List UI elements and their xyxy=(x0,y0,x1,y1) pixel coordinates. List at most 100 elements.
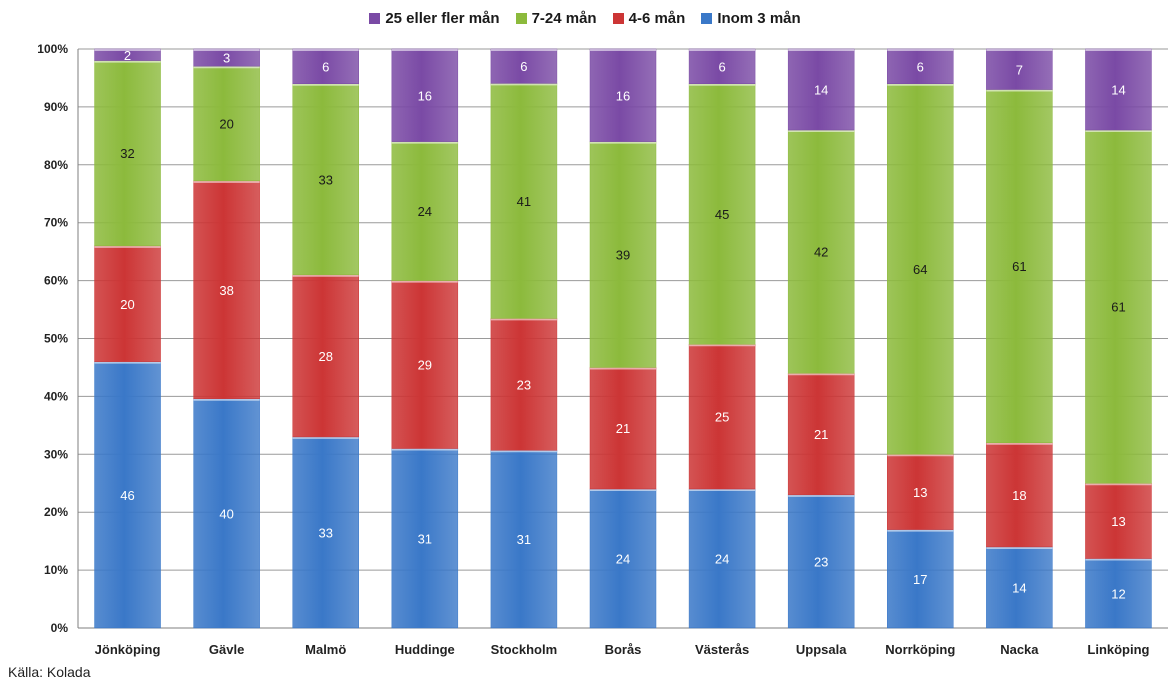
bar-segment xyxy=(490,83,558,319)
y-tick-label: 80% xyxy=(44,158,68,172)
data-label: 21 xyxy=(814,427,828,442)
x-tick-label: Linköping xyxy=(1087,642,1149,657)
data-label: 46 xyxy=(120,488,134,503)
data-label: 33 xyxy=(318,525,332,540)
x-tick-label: Norrköping xyxy=(885,642,955,657)
data-label: 24 xyxy=(418,204,432,219)
data-label: 16 xyxy=(418,88,432,103)
data-label: 3 xyxy=(223,51,230,66)
data-label: 28 xyxy=(318,349,332,364)
legend-swatch xyxy=(701,13,713,24)
y-tick-label: 60% xyxy=(44,274,68,288)
data-label: 6 xyxy=(917,59,924,74)
bar-segment xyxy=(292,48,359,84)
data-label: 7 xyxy=(1016,62,1023,77)
data-label: 2 xyxy=(124,48,131,63)
bar-segment xyxy=(193,180,260,399)
data-label: 31 xyxy=(517,532,531,547)
bar-segment xyxy=(887,529,954,629)
data-label: 14 xyxy=(1111,83,1125,98)
y-tick-label: 90% xyxy=(44,100,68,114)
legend-item: 4-6 mån xyxy=(612,10,686,27)
bar-segment xyxy=(490,450,558,629)
data-label: 61 xyxy=(1111,300,1125,315)
data-label: 24 xyxy=(715,552,729,567)
bar-segment xyxy=(887,454,954,530)
x-tick-label: Huddinge xyxy=(395,642,455,657)
legend-swatch xyxy=(612,13,624,24)
bar-segment xyxy=(391,448,459,629)
data-label: 32 xyxy=(120,146,134,161)
data-label: 61 xyxy=(1012,259,1026,274)
bar-segment xyxy=(787,494,855,629)
bar-segment xyxy=(94,245,161,362)
x-tick-label: Jönköping xyxy=(95,642,161,657)
data-label: 40 xyxy=(219,506,233,521)
y-tick-label: 50% xyxy=(44,332,68,346)
data-label: 14 xyxy=(814,83,828,98)
data-label: 6 xyxy=(520,59,527,74)
data-label: 29 xyxy=(418,358,432,373)
legend-label: 4-6 mån xyxy=(628,10,686,27)
data-label: 17 xyxy=(913,572,927,587)
legend: 25 eller fler mån 7-24 mån 4-6 mån Inom 3 m… xyxy=(0,10,1170,27)
data-label: 18 xyxy=(1012,488,1026,503)
data-label: 13 xyxy=(1111,514,1125,529)
bar-segment xyxy=(1085,483,1152,559)
data-label: 64 xyxy=(913,262,927,277)
data-label: 38 xyxy=(219,283,233,298)
bar-segment xyxy=(589,48,657,142)
bar-segment xyxy=(193,65,260,182)
y-tick-label: 40% xyxy=(44,389,68,403)
bar-segment xyxy=(490,318,558,451)
bar-segment xyxy=(391,280,459,449)
legend-item: Inom 3 mån xyxy=(701,10,801,27)
data-label: 23 xyxy=(517,377,531,392)
bar-segment xyxy=(986,48,1053,90)
legend-item: 25 eller fler mån xyxy=(369,10,500,27)
bar-segment xyxy=(193,398,260,629)
bar-segment xyxy=(94,361,161,629)
y-tick-label: 20% xyxy=(44,505,68,519)
x-tick-label: Gävle xyxy=(209,642,244,657)
bar-segment xyxy=(94,60,161,247)
data-label: 39 xyxy=(616,248,630,263)
bar-segment xyxy=(688,48,756,84)
bar-segment xyxy=(589,141,657,368)
legend-label: 7-24 mån xyxy=(531,10,597,27)
data-label: 14 xyxy=(1012,580,1026,595)
bar-segment xyxy=(391,141,459,281)
bar-segment xyxy=(292,274,359,438)
bar-segment xyxy=(292,83,359,276)
data-label: 6 xyxy=(718,59,725,74)
data-label: 23 xyxy=(814,554,828,569)
bar-segment xyxy=(688,83,756,345)
data-label: 13 xyxy=(913,485,927,500)
y-tick-label: 30% xyxy=(44,447,68,461)
data-label: 25 xyxy=(715,410,729,425)
data-label: 41 xyxy=(517,194,531,209)
data-label: 12 xyxy=(1111,586,1125,601)
data-label: 42 xyxy=(814,245,828,260)
data-label: 16 xyxy=(616,88,630,103)
data-label: 6 xyxy=(322,59,329,74)
x-tick-label: Nacka xyxy=(1000,642,1039,657)
legend-swatch xyxy=(369,13,381,24)
bar-segment xyxy=(688,344,756,490)
y-tick-label: 70% xyxy=(44,216,68,230)
data-label: 33 xyxy=(318,172,332,187)
y-tick-label: 10% xyxy=(44,563,68,577)
bar-segment xyxy=(787,129,855,374)
bar-segment xyxy=(292,436,359,629)
data-label: 24 xyxy=(616,552,630,567)
data-label: 20 xyxy=(120,297,134,312)
bar-segment xyxy=(391,48,459,142)
x-tick-label: Stockholm xyxy=(491,642,557,657)
bar-segment xyxy=(986,89,1053,443)
legend-label: Inom 3 mån xyxy=(717,10,801,27)
x-tick-label: Borås xyxy=(605,642,642,657)
bar-segment xyxy=(787,48,855,131)
bar-segment xyxy=(589,367,657,490)
